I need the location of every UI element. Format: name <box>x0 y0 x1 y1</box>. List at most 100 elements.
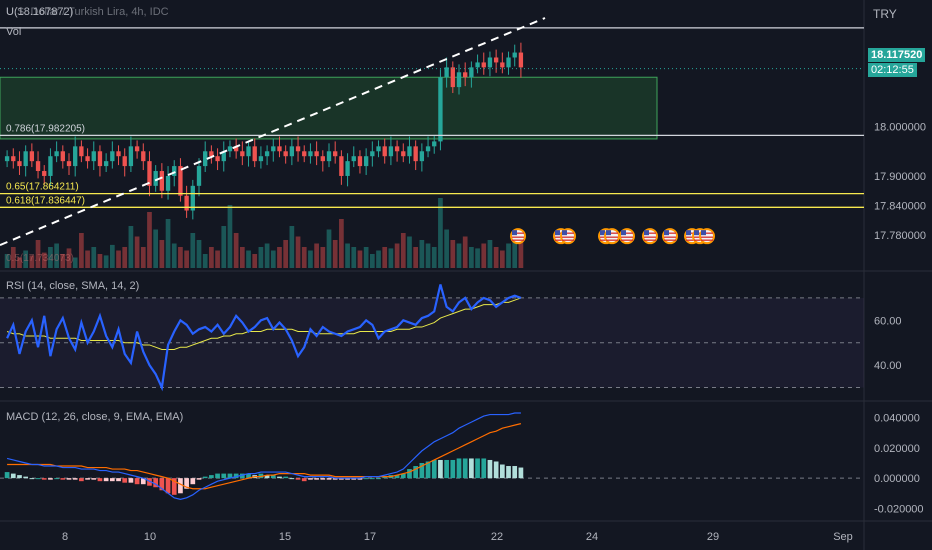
macd-histogram-bar <box>357 478 363 480</box>
volume-bar <box>202 254 208 268</box>
symbol-title[interactable]: U(18.167872) U.S. Dollar / Turkish Lira,… <box>6 6 169 18</box>
candle-body <box>425 146 431 152</box>
event-flag-canton <box>644 230 649 236</box>
volume-bar <box>196 240 202 268</box>
macd-histogram-bar <box>376 478 381 480</box>
candle-body <box>283 151 288 157</box>
macd-tick-label: 0.000000 <box>874 473 920 485</box>
macd-histogram-bar <box>264 475 270 479</box>
event-flag-canton <box>701 230 706 236</box>
candle-body <box>394 146 400 152</box>
macd-histogram-bar <box>60 478 66 480</box>
volume-bar <box>153 229 159 268</box>
macd-histogram-bar <box>506 466 511 479</box>
macd-histogram-bar <box>17 475 22 479</box>
macd-histogram-bar <box>425 461 431 479</box>
faded-fib-label: 0.5(17.734073) <box>6 253 74 264</box>
candle-body <box>444 67 449 78</box>
macd-histogram-bar <box>407 469 412 479</box>
volume-bar <box>233 233 239 268</box>
candle-body <box>500 62 505 68</box>
volume-bar <box>10 247 16 268</box>
volume-bar <box>140 247 146 268</box>
candle-body <box>196 166 202 186</box>
candle-body <box>17 161 22 167</box>
x-tick-label: Sep <box>833 531 853 543</box>
fib-label: 0.65(17.864211) <box>6 182 79 193</box>
candle-body <box>493 57 499 63</box>
volume-bar <box>431 247 437 268</box>
candle-body <box>407 146 412 157</box>
candle-body <box>277 146 282 152</box>
volume-bar <box>345 243 350 268</box>
currency-label: TRY <box>873 7 897 21</box>
candle-body <box>184 195 189 211</box>
candle-body <box>469 67 474 78</box>
candle-body <box>190 185 195 211</box>
last-price-badge: 18.117520 <box>868 48 926 62</box>
candle-body <box>79 146 84 157</box>
volume-bar <box>506 243 511 268</box>
candle-body <box>172 166 177 176</box>
volume-bar <box>134 236 140 268</box>
macd-histogram-bar <box>326 478 332 480</box>
macd-histogram-bar <box>438 459 443 479</box>
candle-body <box>463 72 468 78</box>
macd-histogram-bar <box>301 478 307 482</box>
macd-histogram-bar <box>382 476 388 479</box>
candle-body <box>147 161 152 186</box>
candle-body <box>85 156 90 162</box>
macd-histogram-bar <box>190 478 196 485</box>
event-flag-canton <box>562 230 567 236</box>
volume-bar <box>23 250 29 268</box>
volume-label[interactable]: Vol <box>6 26 22 38</box>
candle-body <box>271 146 276 152</box>
volume-bar <box>85 250 90 268</box>
candle-body <box>438 77 443 142</box>
volume-bar <box>17 257 22 268</box>
event-flag-canton <box>512 230 517 236</box>
volume-bar <box>109 244 115 268</box>
candle-body <box>165 175 171 191</box>
price-tick-label: 17.780000 <box>874 230 926 242</box>
macd-histogram-bar <box>171 478 177 495</box>
price-tick-label: 18.000000 <box>874 122 926 134</box>
volume-bar <box>357 250 363 268</box>
volume-bar <box>363 247 369 268</box>
volume-bar <box>72 257 78 268</box>
event-flag-canton <box>606 230 611 236</box>
ohlc-fragment: U(18.167872) <box>6 6 74 18</box>
x-tick-label: 15 <box>279 531 291 543</box>
candle-body <box>215 156 220 162</box>
candle-body <box>475 62 480 68</box>
candle-body <box>60 151 65 162</box>
macd-histogram-bar <box>165 478 171 494</box>
fib-levels: 0.786(17.982205) 0.65(17.864211) 0.618(17.… <box>0 27 864 208</box>
macd-histogram-bar <box>103 478 109 482</box>
volume-bar <box>79 233 84 268</box>
volume-bar <box>239 247 245 268</box>
macd-histogram-bar <box>233 473 239 479</box>
candle-body <box>48 156 53 176</box>
macd-histogram-bar <box>499 464 505 479</box>
candle-body <box>295 146 301 152</box>
volume-bar <box>91 247 97 268</box>
rsi-ma-line <box>6 297 522 350</box>
us-flag-icon <box>699 228 715 245</box>
macd-title[interactable]: MACD (12, 26, close, 9, EMA, EMA) <box>6 411 184 423</box>
macd-histogram-bar <box>66 478 72 480</box>
price-axis: 18.000000 17.900000 17.840000 17.780000 60.0… <box>62 122 926 543</box>
macd-histogram-bar <box>277 476 282 479</box>
us-flag-icon <box>619 228 635 245</box>
candle-body <box>221 151 226 162</box>
macd-histogram-bar <box>450 459 456 479</box>
candle-body <box>153 171 158 186</box>
macd-histogram-bar <box>339 478 344 480</box>
macd-histogram-bar <box>363 478 369 480</box>
rsi-title[interactable]: RSI (14, close, SMA, 14, 2) <box>6 280 140 292</box>
macd-histogram-bar <box>444 459 449 479</box>
macd-histogram-bar <box>109 478 115 482</box>
candle-body <box>159 171 165 191</box>
price-tick-label: 17.900000 <box>874 171 926 183</box>
